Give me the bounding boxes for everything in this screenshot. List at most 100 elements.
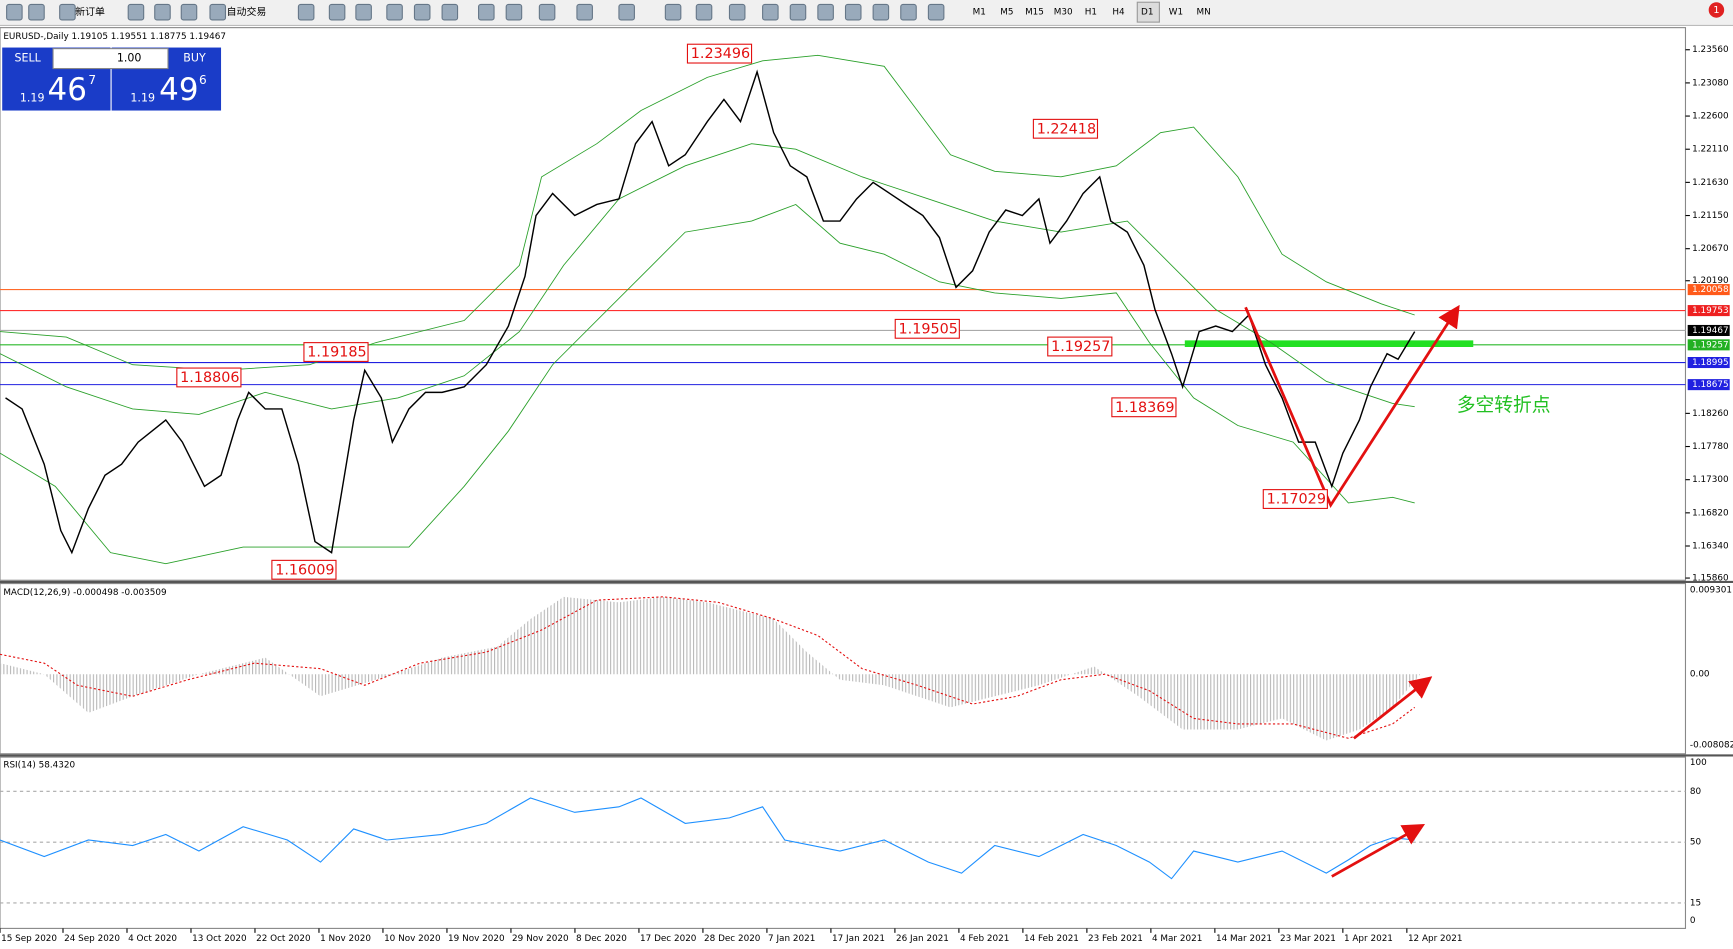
toolbar-icon[interactable]: [386, 3, 403, 21]
macd-histogram: [0, 596, 1421, 741]
timeframe-button[interactable]: H1: [1085, 8, 1097, 18]
price-marker: 1.19257: [1692, 340, 1729, 350]
toolbar-icon[interactable]: [328, 3, 346, 21]
timeframe-button[interactable]: W1: [1169, 8, 1183, 18]
rsi-tick-label: 100: [1690, 758, 1707, 768]
rsi-tick-label: 50: [1690, 838, 1702, 848]
price-tick-label: 1.22600: [1692, 112, 1729, 122]
toolbar-icon[interactable]: [209, 3, 227, 21]
time-tick-label: 24 Sep 2020: [64, 934, 120, 944]
price-label-box: [303, 342, 369, 362]
timeframe-button[interactable]: MN: [1196, 8, 1210, 18]
price-marker-bg: [1687, 305, 1730, 317]
toolbar-icon[interactable]: [478, 3, 495, 21]
toolbar-icon[interactable]: [817, 3, 834, 21]
macd-signal: [0, 596, 1416, 739]
price-tick-label: 1.18260: [1692, 409, 1729, 419]
toolbar-icon[interactable]: [28, 3, 45, 21]
ask-pips: 49: [159, 72, 198, 108]
macd-arrow: [1353, 676, 1433, 740]
price-label-box: [271, 559, 337, 580]
price-tick-label: 1.20670: [1692, 244, 1729, 254]
toolbar-icon[interactable]: [728, 3, 746, 21]
new-order-button[interactable]: 新订单: [75, 5, 105, 18]
price-label: 1.16009: [275, 562, 334, 578]
toolbar-icon[interactable]: [789, 3, 807, 21]
timeframe-button[interactable]: H4: [1112, 8, 1125, 18]
trend-arrow: [1244, 304, 1460, 509]
auto-trading-button[interactable]: 自动交易: [227, 5, 267, 18]
toolbar-icon[interactable]: [695, 3, 713, 21]
toolbar-icon[interactable]: [441, 3, 459, 21]
macd-label: MACD(12,26,9) -0.000498 -0.003509: [3, 588, 166, 598]
price-label: 1.18806: [180, 370, 239, 386]
rsi-tick-label: 15: [1690, 898, 1701, 908]
time-tick-label: 7 Jan 2021: [768, 934, 815, 944]
sell-button[interactable]: SELL: [14, 52, 41, 65]
timeframe-button[interactable]: M15: [1025, 8, 1044, 18]
time-tick-label: 12 Apr 2021: [1408, 934, 1463, 944]
time-tick-label: 17 Dec 2020: [640, 934, 697, 944]
toolbar-icon[interactable]: [844, 3, 862, 21]
price-tick-label: 1.20190: [1692, 276, 1729, 286]
bollinger-middle: [0, 143, 1415, 415]
main-chart: [0, 27, 1687, 581]
time-tick-label: 22 Oct 2020: [256, 934, 311, 944]
time-tick-label: 4 Oct 2020: [128, 934, 177, 944]
timeframe-button[interactable]: M30: [1054, 8, 1073, 18]
price-marker: 1.19467: [1692, 326, 1729, 336]
price-tick-label: 1.15860: [1692, 574, 1729, 584]
notification-count: 1: [1713, 5, 1719, 16]
timeframe-button[interactable]: D1: [1141, 8, 1153, 18]
bid-big: 1.19: [20, 91, 45, 104]
note: 多空转折点: [1457, 394, 1551, 416]
rsi-tick-label: 80: [1690, 787, 1702, 797]
toolbar-icon[interactable]: [127, 3, 145, 21]
price-marker: 1.18675: [1692, 380, 1729, 390]
timeframe-button[interactable]: M1: [973, 8, 986, 18]
price-label-box: [894, 318, 960, 339]
toolbar-icon[interactable]: [576, 3, 593, 21]
active-timeframe: [1136, 1, 1160, 23]
toolbar-icon[interactable]: [355, 3, 372, 21]
toolbar-icon[interactable]: [297, 3, 315, 21]
toolbar-icon[interactable]: [154, 3, 171, 21]
time-tick-label: 19 Nov 2020: [448, 934, 505, 944]
toolbar-icon[interactable]: [872, 3, 890, 21]
price-tick-label: 1.23080: [1692, 78, 1729, 88]
time-tick-label: 14 Mar 2021: [1216, 934, 1272, 944]
buy-button[interactable]: BUY: [183, 52, 206, 65]
toolbar-icon[interactable]: [762, 3, 779, 21]
price-marker: 1.20058: [1692, 285, 1729, 295]
symbol-header: EURUSD-,Daily 1.19105 1.19551 1.18775 1.…: [3, 32, 226, 42]
ask-big: 1.19: [130, 91, 155, 104]
time-tick-label: 23 Feb 2021: [1088, 934, 1143, 944]
toolbar-icon[interactable]: [618, 3, 635, 21]
time-tick-label: 14 Feb 2021: [1024, 934, 1079, 944]
rsi-label: RSI(14) 58.4320: [3, 760, 75, 770]
price-line: [5, 69, 1416, 555]
price-label: 1.19185: [307, 345, 366, 361]
toolbar-icon[interactable]: [6, 3, 23, 21]
time-tick-label: 10 Nov 2020: [384, 934, 441, 944]
toolbar-icon[interactable]: [505, 3, 523, 21]
macd-tick-label: 0.009301: [1690, 586, 1732, 596]
toolbar-icon[interactable]: [538, 3, 556, 21]
toolbar-icon[interactable]: [180, 3, 198, 21]
price-label: 1.22418: [1037, 121, 1096, 137]
toolbar-icon[interactable]: [900, 3, 917, 21]
rsi-line: [0, 797, 1415, 880]
toolbar-icon[interactable]: [664, 3, 682, 21]
timeframe-button[interactable]: M5: [1000, 8, 1013, 18]
lot-value[interactable]: 1.00: [117, 52, 142, 65]
toolbar-icons: [6, 3, 945, 21]
bid-pips: 46: [48, 72, 87, 108]
lot-input[interactable]: [52, 48, 169, 70]
toolbar-icon[interactable]: [927, 3, 945, 21]
macd-tick-label: 0.00: [1690, 670, 1710, 680]
toolbar-icon[interactable]: [59, 3, 76, 21]
notification-badge[interactable]: [1708, 2, 1725, 18]
toolbar-icon[interactable]: [413, 3, 431, 21]
